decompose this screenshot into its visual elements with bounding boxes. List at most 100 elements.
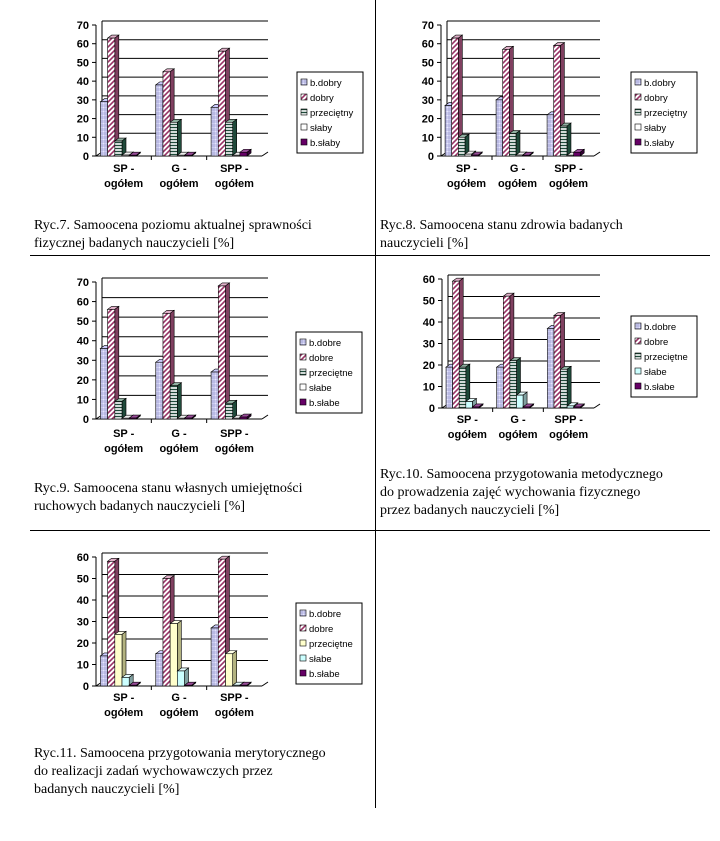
y-tick-label: 50 bbox=[422, 57, 434, 69]
legend-swatch bbox=[299, 383, 307, 391]
bar bbox=[559, 365, 573, 409]
legend-label: b.dobre bbox=[309, 609, 341, 620]
legend-box bbox=[630, 315, 698, 398]
legend-label: b.słaby bbox=[644, 138, 674, 149]
legend-label: przeciętne bbox=[644, 352, 688, 363]
x-tick-label: ogółem bbox=[159, 443, 198, 455]
y-tick-label: 60 bbox=[77, 552, 89, 564]
x-tick-label: ogółem bbox=[549, 178, 588, 190]
legend-swatch bbox=[634, 108, 642, 116]
x-tick-label: SP - bbox=[113, 428, 135, 440]
legend-label: przeciętny bbox=[310, 108, 354, 119]
plot-area: 0 10 20 30 40 50 60 70 bbox=[422, 20, 601, 163]
chart-ryc9: 0 10 20 30 40 50 60 70 SP - ogółem G - ogółem SPP - o… bbox=[77, 277, 363, 455]
y-tick-label: 70 bbox=[77, 20, 89, 32]
x-tick-label: ogółem bbox=[104, 443, 143, 455]
bar bbox=[224, 118, 238, 157]
y-tick-label: 40 bbox=[77, 336, 89, 348]
chart-panel-ryc11: 0 10 20 30 40 50 60 SP - ogółem G - ogółem SPP - ogó… bbox=[0, 531, 375, 808]
legend-swatch bbox=[300, 123, 308, 131]
chart-panel-ryc9: 0 10 20 30 40 50 60 70 SP - ogółem G - ogółem SPP - o… bbox=[0, 256, 375, 530]
x-tick-label: SPP - bbox=[220, 163, 249, 175]
y-tick-label: 60 bbox=[77, 39, 89, 51]
legend-label: przeciętne bbox=[309, 639, 353, 650]
legend-label: b.dobre bbox=[309, 338, 341, 349]
legend-box bbox=[295, 602, 363, 685]
y-tick-label: 50 bbox=[77, 574, 89, 586]
y-tick-label: 20 bbox=[77, 375, 89, 387]
legend-box bbox=[295, 331, 363, 414]
row-divider-2 bbox=[30, 530, 710, 531]
x-tick-label: SPP - bbox=[554, 163, 583, 175]
bar bbox=[128, 414, 142, 420]
legend-swatch bbox=[299, 654, 307, 662]
y-tick-label: 70 bbox=[77, 277, 89, 289]
legend-label: słaby bbox=[644, 123, 666, 134]
legend-swatch bbox=[299, 609, 307, 617]
y-tick-label: 0 bbox=[83, 681, 89, 693]
y-tick-label: 60 bbox=[77, 297, 89, 309]
x-tick-label: SP - bbox=[113, 163, 135, 175]
y-tick-label: 10 bbox=[423, 382, 435, 394]
chart-panel-ryc8: 0 10 20 30 40 50 60 70 SP - ogółem G - ogółem SPP - o… bbox=[376, 0, 720, 255]
x-tick-label: G - bbox=[171, 163, 187, 175]
y-tick-label: 40 bbox=[423, 317, 435, 329]
legend-swatch bbox=[634, 78, 642, 86]
x-tick-label: SP - bbox=[113, 692, 135, 704]
bar bbox=[508, 129, 521, 157]
bar bbox=[169, 382, 183, 420]
x-tick-label: G - bbox=[171, 692, 187, 704]
y-tick-label: 0 bbox=[428, 151, 434, 163]
y-tick-label: 0 bbox=[429, 403, 435, 415]
legend-label: dobre bbox=[309, 353, 333, 364]
legend-swatch bbox=[634, 382, 642, 390]
bar bbox=[238, 148, 252, 157]
bar bbox=[224, 650, 238, 687]
bar bbox=[183, 681, 197, 687]
chart-ryc11: 0 10 20 30 40 50 60 SP - ogółem G - ogółem SPP - ogó… bbox=[77, 552, 363, 719]
chart-caption-ryc11: Ryc.11. Samoocena przygotowania merytory… bbox=[34, 746, 326, 797]
chart-caption-ryc10: Ryc.10. Samoocena przygotowania metodycz… bbox=[380, 467, 663, 518]
legend-label: b.słabe bbox=[309, 398, 340, 409]
legend-label: słabe bbox=[309, 654, 332, 665]
x-tick-label: SP - bbox=[457, 414, 479, 426]
bar bbox=[128, 681, 142, 687]
x-tick-label: SPP - bbox=[220, 692, 249, 704]
y-tick-label: 40 bbox=[77, 595, 89, 607]
legend-label: słabe bbox=[644, 367, 667, 378]
x-tick-label: G - bbox=[171, 428, 187, 440]
legend-label: dobre bbox=[644, 337, 668, 348]
bar bbox=[113, 630, 127, 687]
y-tick-label: 10 bbox=[422, 132, 434, 144]
legend-swatch bbox=[299, 353, 307, 361]
chart-ryc8: 0 10 20 30 40 50 60 70 SP - ogółem G - ogółem SPP - o… bbox=[422, 20, 698, 190]
bar bbox=[128, 151, 142, 157]
bar bbox=[183, 151, 197, 157]
bar bbox=[238, 681, 252, 687]
y-tick-label: 10 bbox=[77, 394, 89, 406]
bar bbox=[572, 403, 586, 409]
legend-swatch bbox=[300, 138, 308, 146]
bar bbox=[521, 151, 535, 157]
chart-caption-ryc8: Ryc.8. Samoocena stanu zdrowia badanych … bbox=[380, 218, 623, 251]
legend-label: dobry bbox=[310, 93, 334, 104]
legend-swatch bbox=[300, 93, 308, 101]
legend-swatch bbox=[300, 108, 308, 116]
legend: b.dobry dobry przeciętny słaby b.słaby bbox=[630, 71, 698, 154]
legend-swatch bbox=[299, 669, 307, 677]
bar bbox=[559, 122, 572, 157]
legend: b.dobre dobre przeciętne słabe b.słabe bbox=[295, 331, 363, 414]
x-tick-label: ogółem bbox=[549, 429, 588, 441]
floor-edge bbox=[261, 681, 269, 687]
chart-ryc7: 0 10 20 30 40 50 60 70 SP - ogółem G - ogółem SPP - o… bbox=[77, 20, 364, 190]
bar bbox=[217, 282, 231, 420]
bar bbox=[113, 397, 127, 420]
legend-swatch bbox=[299, 624, 307, 632]
y-tick-label: 30 bbox=[423, 339, 435, 351]
y-tick-label: 30 bbox=[422, 95, 434, 107]
y-tick-label: 30 bbox=[77, 355, 89, 367]
floor-edge bbox=[593, 151, 601, 157]
y-tick-label: 50 bbox=[77, 316, 89, 328]
legend-swatch bbox=[300, 78, 308, 86]
y-tick-label: 40 bbox=[422, 76, 434, 88]
